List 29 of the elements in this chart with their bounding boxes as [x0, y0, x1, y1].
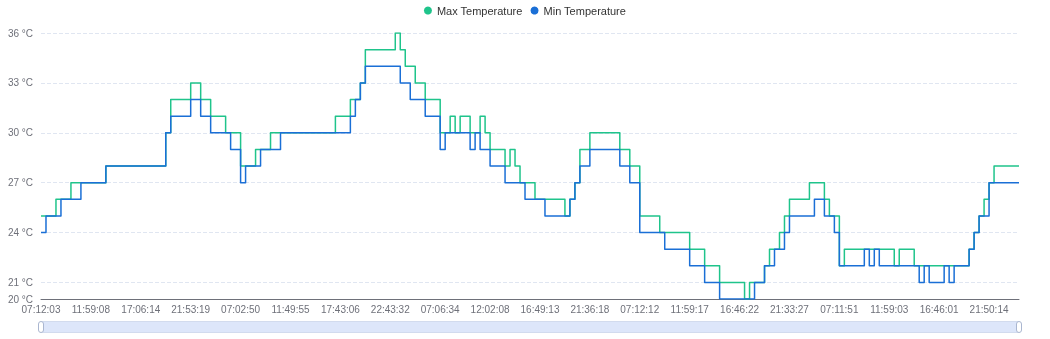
x-tick-label: 21:36:18: [570, 303, 610, 315]
y-tick-label: 27 °C: [7, 177, 33, 189]
x-tick-label: 07:12:03: [21, 303, 61, 315]
y-tick-label: 20 °C: [7, 293, 33, 305]
y-tick-label: 21 °C: [7, 276, 33, 288]
x-tick-label: 21:33:27: [770, 303, 810, 315]
x-tick-label: 17:43:06: [320, 303, 361, 315]
x-tick-label: 07:06:34: [420, 303, 461, 315]
y-tick-label: 36 °C: [7, 27, 33, 39]
y-tick-label: 33 °C: [7, 77, 33, 89]
x-tick-label: 16:46:01: [919, 303, 960, 315]
x-tick-label: 16:46:22: [720, 303, 760, 315]
x-tick-label: 11:59:03: [870, 303, 909, 315]
x-tick-label: 07:12:12: [620, 303, 660, 315]
x-tick-label: 11:59:17: [670, 303, 710, 315]
x-tick-label: 17:06:14: [121, 303, 161, 315]
y-tick-label: 24 °C: [7, 227, 33, 238]
x-tick-label: 07:02:50: [221, 303, 261, 315]
y-tick-label: 30 °C: [7, 127, 33, 139]
x-tick-label: 16:49:13: [520, 303, 560, 315]
x-tick-label: 21:50:14: [969, 303, 1009, 315]
legend-label: Max Temperature: [436, 4, 523, 17]
x-tick-label: 07:11:51: [820, 303, 859, 315]
x-tick-label: 12:02:08: [470, 303, 510, 315]
x-tick-label: 21:53:19: [171, 303, 211, 315]
legend-label: Min Temperature: [543, 4, 626, 17]
x-tick-label: 11:49:55: [271, 303, 311, 315]
x-tick-label: 11:59:08: [71, 303, 111, 315]
x-tick-label: 22:43:32: [370, 303, 411, 315]
